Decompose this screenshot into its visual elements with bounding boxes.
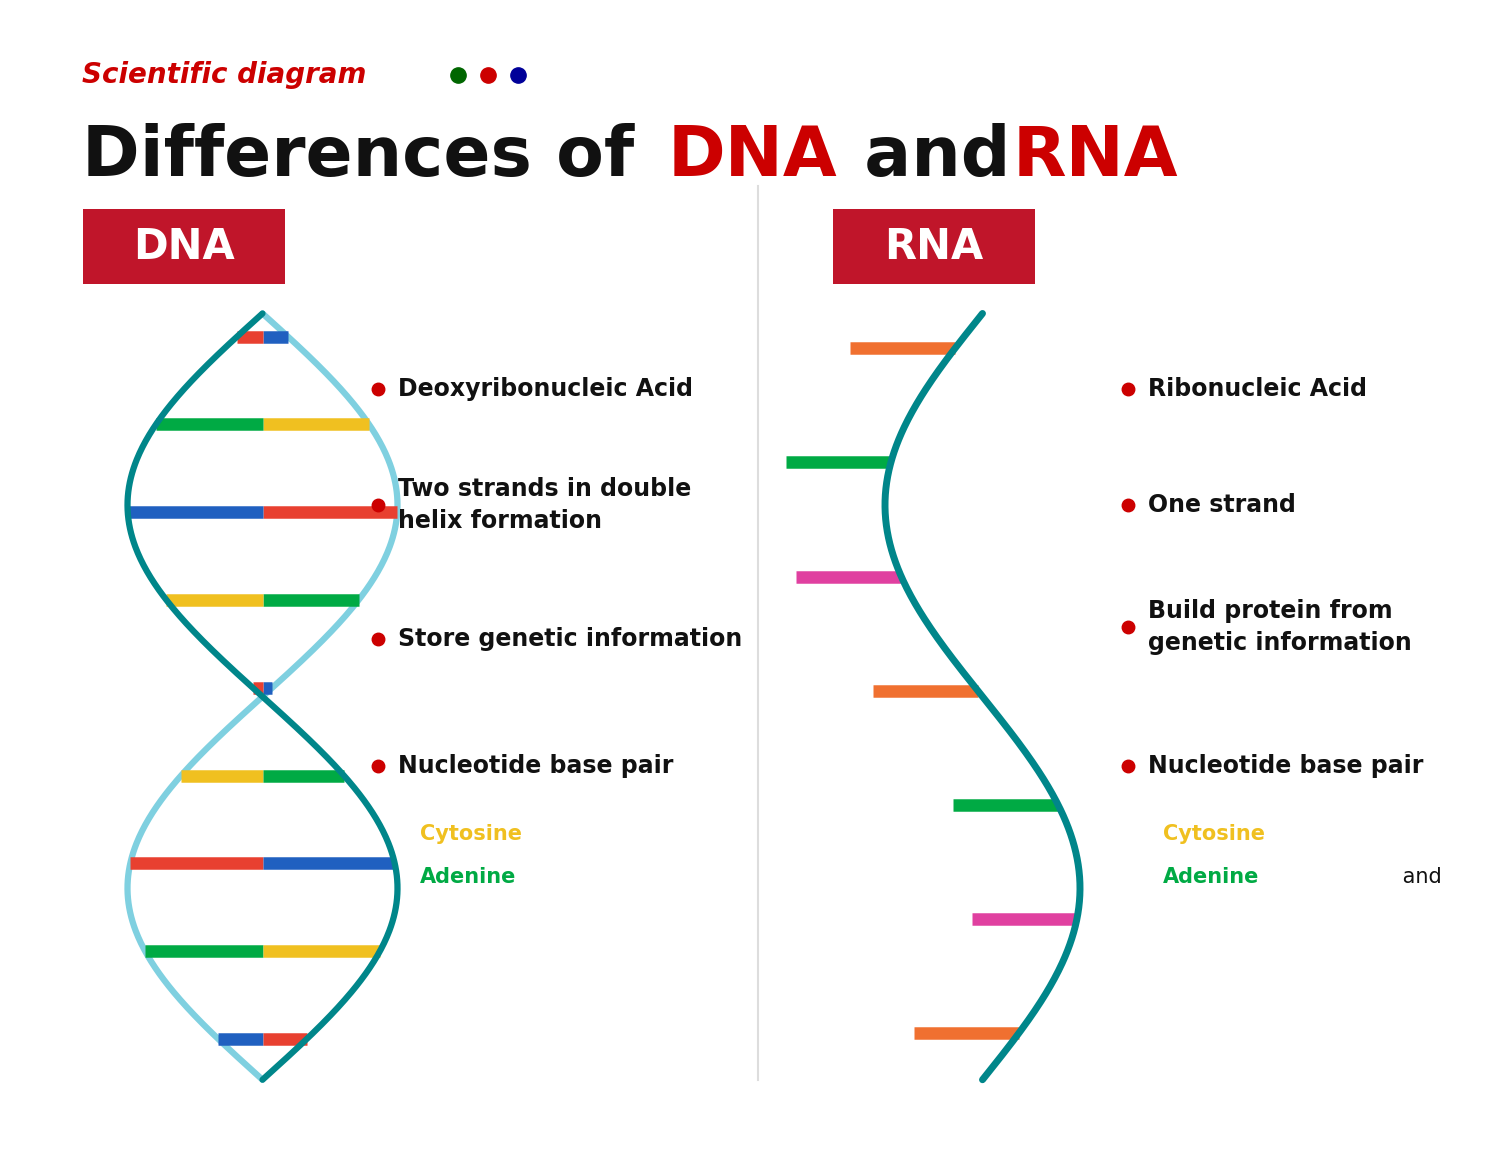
Text: RNA: RNA xyxy=(884,225,984,268)
Text: and: and xyxy=(1396,866,1449,887)
Text: Store genetic information: Store genetic information xyxy=(398,627,741,650)
Text: Adenine: Adenine xyxy=(420,866,516,887)
Text: RNA: RNA xyxy=(1013,123,1178,190)
Text: Differences of: Differences of xyxy=(82,123,658,190)
FancyBboxPatch shape xyxy=(82,209,285,284)
Text: Two strands in double
helix formation: Two strands in double helix formation xyxy=(398,477,690,533)
Text: Build protein from
genetic information: Build protein from genetic information xyxy=(1148,599,1412,655)
Text: DNA: DNA xyxy=(134,225,234,268)
Text: Ribonucleic Acid: Ribonucleic Acid xyxy=(1148,377,1366,401)
Text: One strand: One strand xyxy=(1148,493,1296,517)
Text: Deoxyribonucleic Acid: Deoxyribonucleic Acid xyxy=(398,377,693,401)
Text: Cytosine: Cytosine xyxy=(420,823,522,844)
Text: Nucleotide base pair: Nucleotide base pair xyxy=(1148,755,1424,778)
Text: Nucleotide base pair: Nucleotide base pair xyxy=(398,755,674,778)
Text: and: and xyxy=(840,123,1035,190)
Text: Adenine: Adenine xyxy=(1162,866,1258,887)
FancyBboxPatch shape xyxy=(833,209,1035,284)
Text: Scientific diagram: Scientific diagram xyxy=(82,62,368,89)
Text: Cytosine: Cytosine xyxy=(1162,823,1264,844)
Text: DNA: DNA xyxy=(668,123,837,190)
